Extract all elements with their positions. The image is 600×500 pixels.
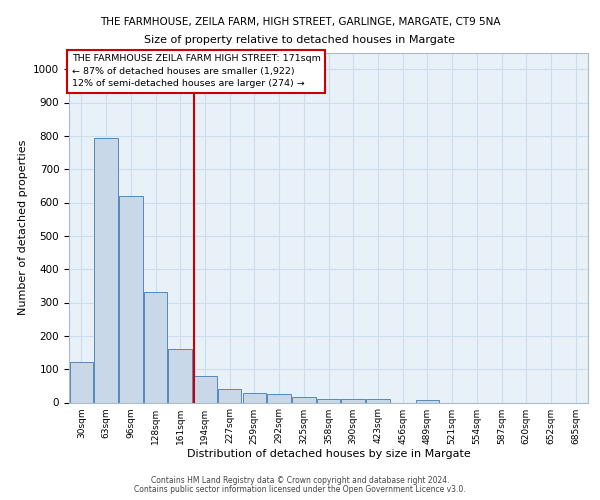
Bar <box>416 400 439 402</box>
Text: Contains public sector information licensed under the Open Government Licence v3: Contains public sector information licen… <box>134 485 466 494</box>
Text: THE FARMHOUSE ZEILA FARM HIGH STREET: 171sqm
← 87% of detached houses are smalle: THE FARMHOUSE ZEILA FARM HIGH STREET: 17… <box>71 54 320 88</box>
Bar <box>70 362 93 403</box>
Text: THE FARMHOUSE, ZEILA FARM, HIGH STREET, GARLINGE, MARGATE, CT9 5NA: THE FARMHOUSE, ZEILA FARM, HIGH STREET, … <box>100 18 500 28</box>
Text: Contains HM Land Registry data © Crown copyright and database right 2024.: Contains HM Land Registry data © Crown c… <box>151 476 449 485</box>
Bar <box>242 393 266 402</box>
Bar <box>94 138 118 402</box>
Bar <box>144 292 167 403</box>
Bar <box>218 389 241 402</box>
Text: Size of property relative to detached houses in Margate: Size of property relative to detached ho… <box>145 35 455 45</box>
Bar <box>366 399 389 402</box>
Bar <box>169 349 192 403</box>
Bar <box>268 394 291 402</box>
Bar <box>193 376 217 402</box>
Bar <box>317 398 340 402</box>
Bar <box>292 396 316 402</box>
Y-axis label: Number of detached properties: Number of detached properties <box>17 140 28 315</box>
Bar <box>341 399 365 402</box>
Bar <box>119 196 143 402</box>
X-axis label: Distribution of detached houses by size in Margate: Distribution of detached houses by size … <box>187 450 470 460</box>
